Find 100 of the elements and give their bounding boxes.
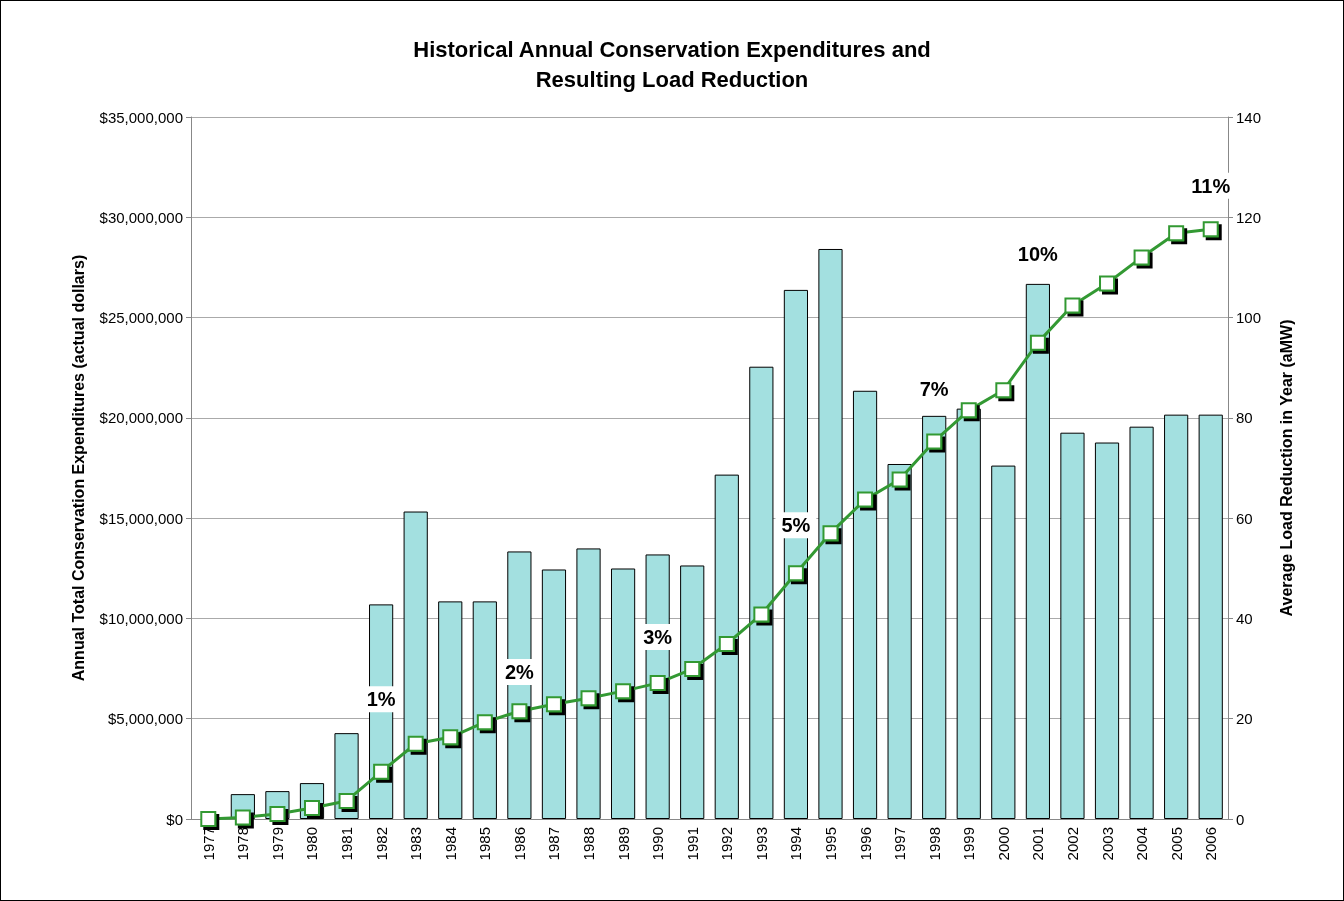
annotation: 7% <box>919 378 949 401</box>
bar <box>610 568 636 819</box>
point <box>649 675 666 692</box>
y2-tick-label: 80 <box>1236 409 1253 427</box>
bar <box>1198 414 1223 819</box>
x-tick-label: 1985 <box>476 827 494 861</box>
x-tick-label: 1987 <box>545 827 563 861</box>
bar <box>680 565 705 819</box>
bar <box>1129 426 1154 819</box>
x-tick-label: 1991 <box>683 827 701 861</box>
x-tick-label: 1983 <box>407 827 425 861</box>
x-tick-label: 1995 <box>821 827 839 861</box>
annotation: 5% <box>781 514 811 537</box>
point <box>787 565 804 582</box>
annotation: 10% <box>1017 242 1059 265</box>
y2-tick-label: 40 <box>1236 609 1253 627</box>
x-tick-label: 2004 <box>1133 827 1151 861</box>
point <box>338 792 355 809</box>
x-tick-label: 1986 <box>510 827 528 861</box>
y-tick-label: $30,000,000 <box>99 208 183 226</box>
y-axis-title: Annual Total Conservation Expenditures (actual dollars) <box>69 254 87 682</box>
point <box>1029 334 1046 351</box>
point <box>407 735 424 752</box>
point <box>995 382 1012 399</box>
y-tick-label: $15,000,000 <box>99 509 183 527</box>
point <box>718 636 735 652</box>
point <box>200 811 217 827</box>
x-tick-label: 1982 <box>372 827 390 861</box>
point <box>1064 297 1081 314</box>
annotation: 2% <box>504 661 535 684</box>
x-tick-label: 1989 <box>614 827 632 861</box>
point <box>476 714 493 731</box>
point <box>753 606 770 623</box>
bar <box>1164 414 1189 819</box>
point <box>960 402 977 419</box>
point <box>857 491 874 508</box>
y-tick-label: $20,000,000 <box>99 409 183 427</box>
x-tick-label: 1996 <box>856 827 874 861</box>
point <box>1099 275 1116 292</box>
y2-tick-label: 60 <box>1236 509 1253 527</box>
y-tick-label: $5,000,000 <box>107 710 183 728</box>
y-tick-label: $0 <box>166 810 183 828</box>
annotation: 1% <box>366 688 396 711</box>
annotation: 3% <box>643 625 673 648</box>
y2-tick-label: 120 <box>1236 208 1262 226</box>
point <box>822 525 839 542</box>
bar <box>818 248 843 819</box>
y-tick-label: $25,000,000 <box>99 309 183 327</box>
annotation: 11% <box>1191 174 1231 197</box>
x-tick-label: 2002 <box>1063 827 1081 861</box>
x-tick-label: 2003 <box>1098 827 1116 861</box>
point <box>234 809 251 826</box>
point <box>684 661 701 678</box>
bar <box>1094 442 1120 819</box>
point <box>442 729 459 746</box>
y2-axis-title: Average Load Reduction in Year (aMW) <box>1277 319 1295 617</box>
x-tick-label: 1993 <box>752 827 770 861</box>
x-tick-label: 2000 <box>994 827 1012 861</box>
x-tick-label: 2005 <box>1167 827 1185 861</box>
x-tick-label: 2006 <box>1202 827 1220 861</box>
point <box>1168 225 1185 242</box>
point <box>926 433 943 450</box>
x-tick-label: 1990 <box>649 827 667 861</box>
y2-tick-label: 140 <box>1236 108 1262 126</box>
x-tick-label: 1997 <box>891 827 909 861</box>
bar <box>714 474 739 819</box>
bar <box>403 511 428 819</box>
bar <box>991 465 1016 819</box>
bar <box>887 463 912 819</box>
y-tick-label: $35,000,000 <box>99 108 183 126</box>
x-tick-label: 2001 <box>1029 827 1047 861</box>
x-tick-label: 1979 <box>268 827 286 861</box>
x-tick-label: 1981 <box>338 827 356 861</box>
point <box>615 683 632 700</box>
x-tick-label: 1988 <box>580 827 598 861</box>
bar <box>576 548 601 819</box>
x-tick-label: 1998 <box>925 827 943 861</box>
bar <box>956 408 981 819</box>
bar <box>749 366 774 819</box>
x-tick-label: 1999 <box>960 827 978 861</box>
point <box>580 690 597 707</box>
y-tick-label: $10,000,000 <box>99 609 183 627</box>
point <box>511 703 528 720</box>
bar <box>1060 432 1085 819</box>
bar <box>852 390 878 819</box>
point <box>373 763 390 780</box>
point <box>891 471 908 488</box>
bar <box>438 601 463 819</box>
x-tick-label: 1992 <box>718 827 736 861</box>
chart-title: Historical Annual Conservation Expenditures and Resulting Load Reduction <box>413 36 931 92</box>
y2-tick-label: 20 <box>1236 710 1253 728</box>
x-tick-label: 1980 <box>303 827 321 861</box>
bar <box>1025 283 1050 819</box>
bar <box>541 569 567 819</box>
y2-tick-label: 0 <box>1236 810 1245 828</box>
y2-tick-label: 100 <box>1236 309 1262 327</box>
bar <box>922 415 947 819</box>
bar <box>472 601 497 819</box>
point <box>545 696 562 713</box>
x-tick-label: 1994 <box>787 827 805 861</box>
